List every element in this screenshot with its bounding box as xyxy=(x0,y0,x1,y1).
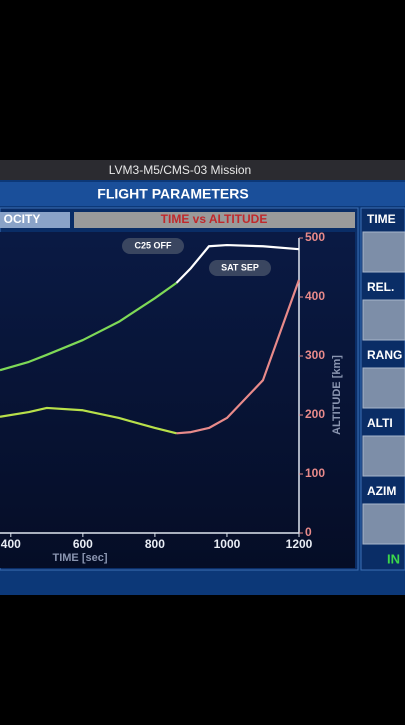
mission-bar xyxy=(0,160,405,180)
x-tick-label: 800 xyxy=(145,537,165,551)
series-line xyxy=(0,281,178,372)
annotation: C25 OFF xyxy=(134,240,172,250)
series-line xyxy=(176,279,301,435)
annotation: SAT SEP xyxy=(221,262,259,272)
x-tick-label: 600 xyxy=(73,537,93,551)
side-label: ALTI xyxy=(367,416,393,430)
mission-title: LVM3-M5/CMS-03 Mission xyxy=(109,163,251,177)
tab-active[interactable] xyxy=(74,212,355,228)
annotation-pill xyxy=(209,260,271,276)
y-tick-label: 0 xyxy=(305,525,312,539)
x-tick-label: 1000 xyxy=(214,537,241,551)
side-label: AZIM xyxy=(367,484,396,498)
annotation-pill xyxy=(122,238,184,254)
series-line xyxy=(0,406,177,435)
x-tick-label: 1200 xyxy=(286,537,313,551)
value-box xyxy=(362,367,405,409)
title-bar xyxy=(0,182,405,206)
y-tick-label: 400 xyxy=(305,289,325,303)
y-axis-title: ALTITUDE [km] xyxy=(331,355,343,435)
panel-title: FLIGHT PARAMETERS xyxy=(97,186,248,202)
status: IN xyxy=(387,551,400,566)
x-tick-label: 400 xyxy=(1,537,21,551)
series-line xyxy=(175,243,300,284)
y-tick-label: 200 xyxy=(305,407,325,421)
y-tick-label: 300 xyxy=(305,348,325,362)
value-box xyxy=(362,435,405,477)
y-tick-label: 100 xyxy=(305,466,325,480)
value-box xyxy=(362,503,405,545)
y-tick-label: 500 xyxy=(305,230,325,244)
x-axis-title: TIME [sec] xyxy=(52,552,107,564)
value-box xyxy=(362,299,405,341)
tab-label: OCITY xyxy=(4,212,41,226)
side-label: RANG xyxy=(367,348,402,362)
tab-label: TIME vs ALTITUDE xyxy=(161,212,268,226)
tab[interactable] xyxy=(0,212,70,228)
side-label: TIME xyxy=(367,212,396,226)
side-label: REL. xyxy=(367,280,394,294)
value-box xyxy=(362,231,405,273)
